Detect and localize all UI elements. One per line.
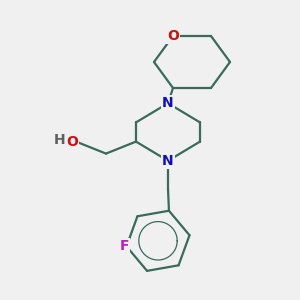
Text: F: F bbox=[120, 239, 129, 254]
Text: N: N bbox=[162, 96, 174, 110]
Text: O: O bbox=[167, 29, 179, 43]
Text: N: N bbox=[162, 154, 174, 168]
Text: O: O bbox=[66, 135, 78, 148]
Text: H: H bbox=[54, 133, 66, 147]
